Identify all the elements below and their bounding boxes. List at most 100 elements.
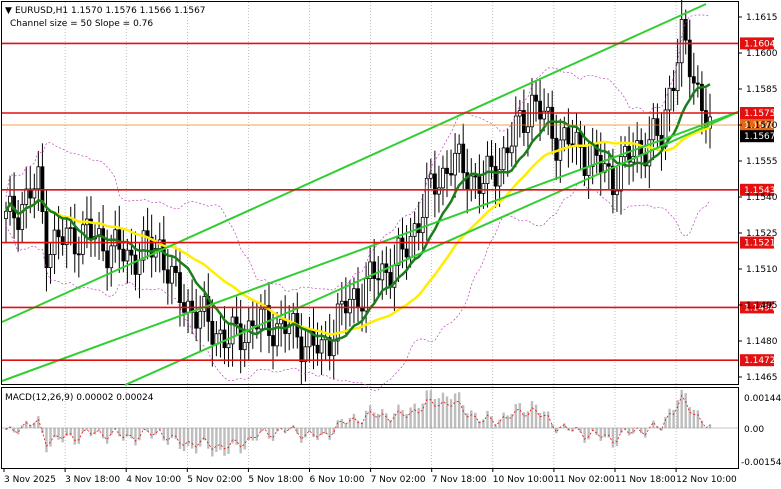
macd-bar — [53, 428, 56, 438]
candle-body — [627, 145, 631, 163]
macd-bar — [571, 428, 574, 432]
macd-bar — [4, 428, 8, 430]
macd-bar — [696, 410, 700, 428]
candle-body — [376, 278, 381, 281]
candle-body — [453, 152, 458, 176]
chart-header-arrow-icon[interactable]: ▼ — [5, 6, 12, 16]
macd-bar — [45, 428, 48, 453]
candle-body — [101, 228, 106, 252]
macd-bar — [150, 428, 153, 439]
time-tick-label: 11 Nov 02:00 — [554, 475, 615, 485]
candle-body — [165, 269, 170, 284]
candle-body — [234, 316, 239, 325]
candle-body — [44, 211, 49, 268]
current-price-tag — [740, 130, 774, 143]
candle-body — [141, 230, 146, 261]
macd-bar — [360, 422, 364, 428]
candle-body — [534, 94, 538, 102]
candle-body — [72, 227, 77, 255]
macd-bar — [29, 424, 32, 428]
candle-body — [643, 154, 648, 167]
candle-body — [76, 253, 81, 256]
level-tag — [740, 236, 774, 249]
candle-body — [36, 166, 41, 190]
macd-bar — [251, 428, 255, 441]
bollinger-lower — [5, 180, 711, 392]
channel-lower — [124, 111, 739, 386]
macd-bar — [692, 409, 696, 428]
candle-body — [129, 249, 134, 256]
macd-bar — [12, 428, 16, 433]
macd-bar — [182, 428, 186, 452]
macd-bar — [506, 415, 509, 428]
macd-bar — [316, 428, 319, 441]
macd-bar — [312, 428, 315, 438]
level-tag — [740, 183, 774, 196]
macd-bar — [644, 428, 647, 438]
candle-body — [396, 237, 401, 266]
macd-bar — [627, 428, 631, 436]
macd-bar — [619, 428, 623, 434]
macd-bar — [134, 428, 137, 446]
candle-body — [133, 254, 138, 275]
candle-body — [619, 156, 623, 192]
macd-bar — [482, 419, 485, 428]
level-tag-label: 1.1543 — [744, 186, 776, 196]
price-tick-label: 1.1570 — [746, 121, 778, 131]
candle-body — [218, 329, 223, 335]
macd-bar — [389, 419, 392, 428]
macd-bar — [611, 428, 615, 448]
candle-body — [275, 323, 279, 347]
macd-bar — [328, 428, 331, 440]
price-tick-label: 1.1555 — [746, 157, 778, 167]
candle-body — [700, 83, 704, 111]
candle-body — [473, 175, 478, 178]
candle-body — [105, 250, 110, 269]
macd-bar — [538, 412, 542, 428]
macd-bar — [344, 423, 348, 428]
candle-body — [271, 335, 275, 347]
candle-body — [258, 308, 263, 330]
macd-bar — [364, 410, 368, 428]
macd-bar — [16, 428, 20, 435]
support-resistance-levels: 1.1604 1.1575 1.1543 1.1521 1.1494 1.1472 1.15… — [2, 37, 776, 367]
macd-bar — [631, 428, 635, 434]
macd-bar — [138, 428, 141, 441]
macd-bar — [69, 428, 72, 436]
macd-bar — [320, 428, 323, 435]
candle-body — [441, 167, 445, 189]
macd-bar — [563, 423, 566, 428]
macd-bar — [494, 424, 497, 428]
macd-bar — [676, 400, 679, 428]
candle-body — [169, 265, 174, 284]
macd-bar — [162, 428, 165, 441]
macd-bar — [393, 413, 396, 428]
macd-bar — [466, 413, 469, 428]
macd-bar — [437, 398, 441, 428]
candle-body — [574, 131, 579, 147]
channel-upper — [1, 3, 707, 323]
macd-bar — [174, 428, 178, 440]
macd-bar — [425, 390, 428, 428]
candle-body — [194, 311, 199, 329]
candle-body — [242, 342, 247, 351]
macd-bar — [599, 428, 602, 441]
level-tag-label: 1.1472 — [744, 356, 776, 366]
macd-bar — [105, 428, 109, 444]
macd-bar — [109, 428, 113, 436]
macd-bar — [304, 428, 307, 438]
candle-body — [339, 300, 344, 305]
macd-bar — [73, 428, 76, 445]
macd-bar — [186, 428, 190, 446]
indicators — [1, 3, 739, 392]
candle-body — [598, 155, 603, 173]
macd-bar — [146, 428, 149, 432]
macd-bar — [336, 420, 339, 428]
candle-body — [113, 229, 118, 247]
level-tag-label: 1.1521 — [744, 239, 776, 249]
macd-bar — [461, 405, 465, 428]
candle-body — [202, 296, 207, 312]
macd-bar — [433, 399, 437, 428]
macd-bar — [211, 428, 214, 457]
